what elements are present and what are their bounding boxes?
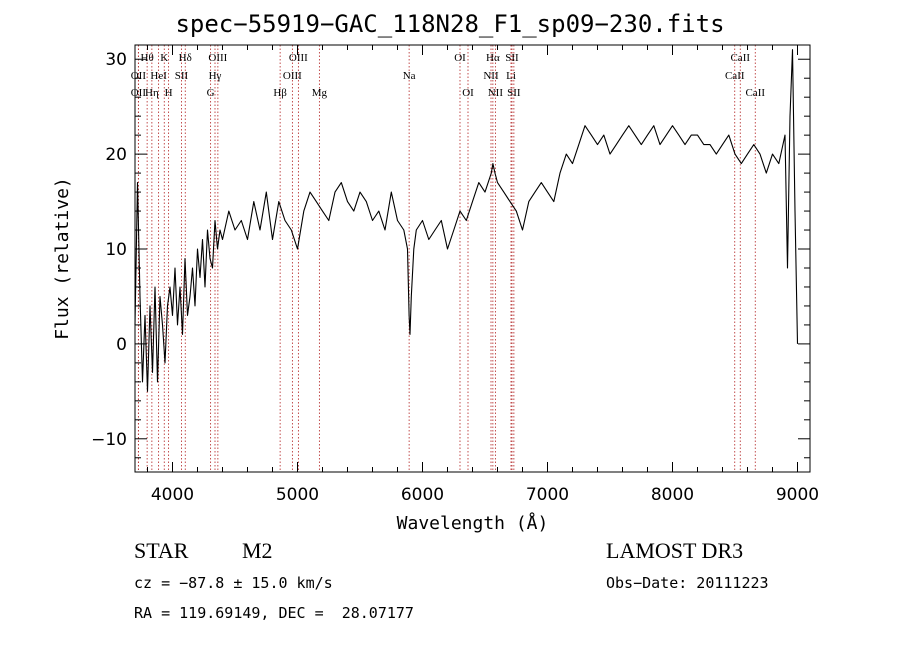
line-label: Hθ [141,52,154,64]
line-label: SII [505,52,519,64]
line-label: Hδ [179,52,192,64]
survey-name: LAMOST DR3 [606,538,744,563]
line-label: Hγ [209,70,222,82]
line-label: Na [403,70,416,82]
chart-title: spec−55919−GAC_118N28_F1_sp09−230.fits [175,10,724,38]
y-tick-label: −10 [91,430,127,450]
y-axis-label: Flux (relative) [52,177,73,340]
line-label: CaII [725,70,745,82]
object-type: STAR [134,538,189,563]
line-label: K [160,52,168,64]
y-tick-label: 30 [105,50,127,70]
line-label: OII [131,70,147,82]
line-label: OIII [289,52,308,64]
line-label: CaII [745,87,765,99]
y-tick-label: 0 [116,335,127,355]
x-tick-label: 8000 [651,485,694,505]
plot-frame [134,44,811,473]
line-label: Hβ [273,87,287,99]
line-label: SII [507,87,521,99]
line-label: Mg [312,87,328,99]
spectrum-line [134,49,799,392]
line-label: OIII [208,52,227,64]
x-tick-label: 4000 [151,485,194,505]
object-subclass: M2 [242,538,273,563]
x-tick-label: 7000 [526,485,569,505]
coordinates: RA = 119.69149, DEC = 28.07177 [134,604,414,622]
x-tick-label: 5000 [276,485,319,505]
obs-date: Obs−Date: 20111223 [606,574,769,592]
y-tick-label: 20 [105,145,127,165]
line-label: Hη [145,87,159,99]
line-label: H [165,87,173,99]
line-label: HeI [150,70,167,82]
line-label: OI [462,87,474,99]
line-label: SII [175,70,189,82]
y-tick-label: 10 [105,240,127,260]
line-label: CaII [730,52,750,64]
line-label: NII [488,87,504,99]
line-label: OI [454,52,466,64]
x-axis-label: Wavelength (Å) [397,512,549,534]
line-label: G [207,87,215,99]
line-label: OIII [283,70,302,82]
line-label: Hα [486,52,500,64]
x-tick-label: 6000 [401,485,444,505]
redshift-readout: cz = −87.8 ± 15.0 km/s [134,574,333,592]
line-label: NII [483,70,499,82]
line-label: Li [506,70,516,82]
x-tick-label: 9000 [776,485,819,505]
